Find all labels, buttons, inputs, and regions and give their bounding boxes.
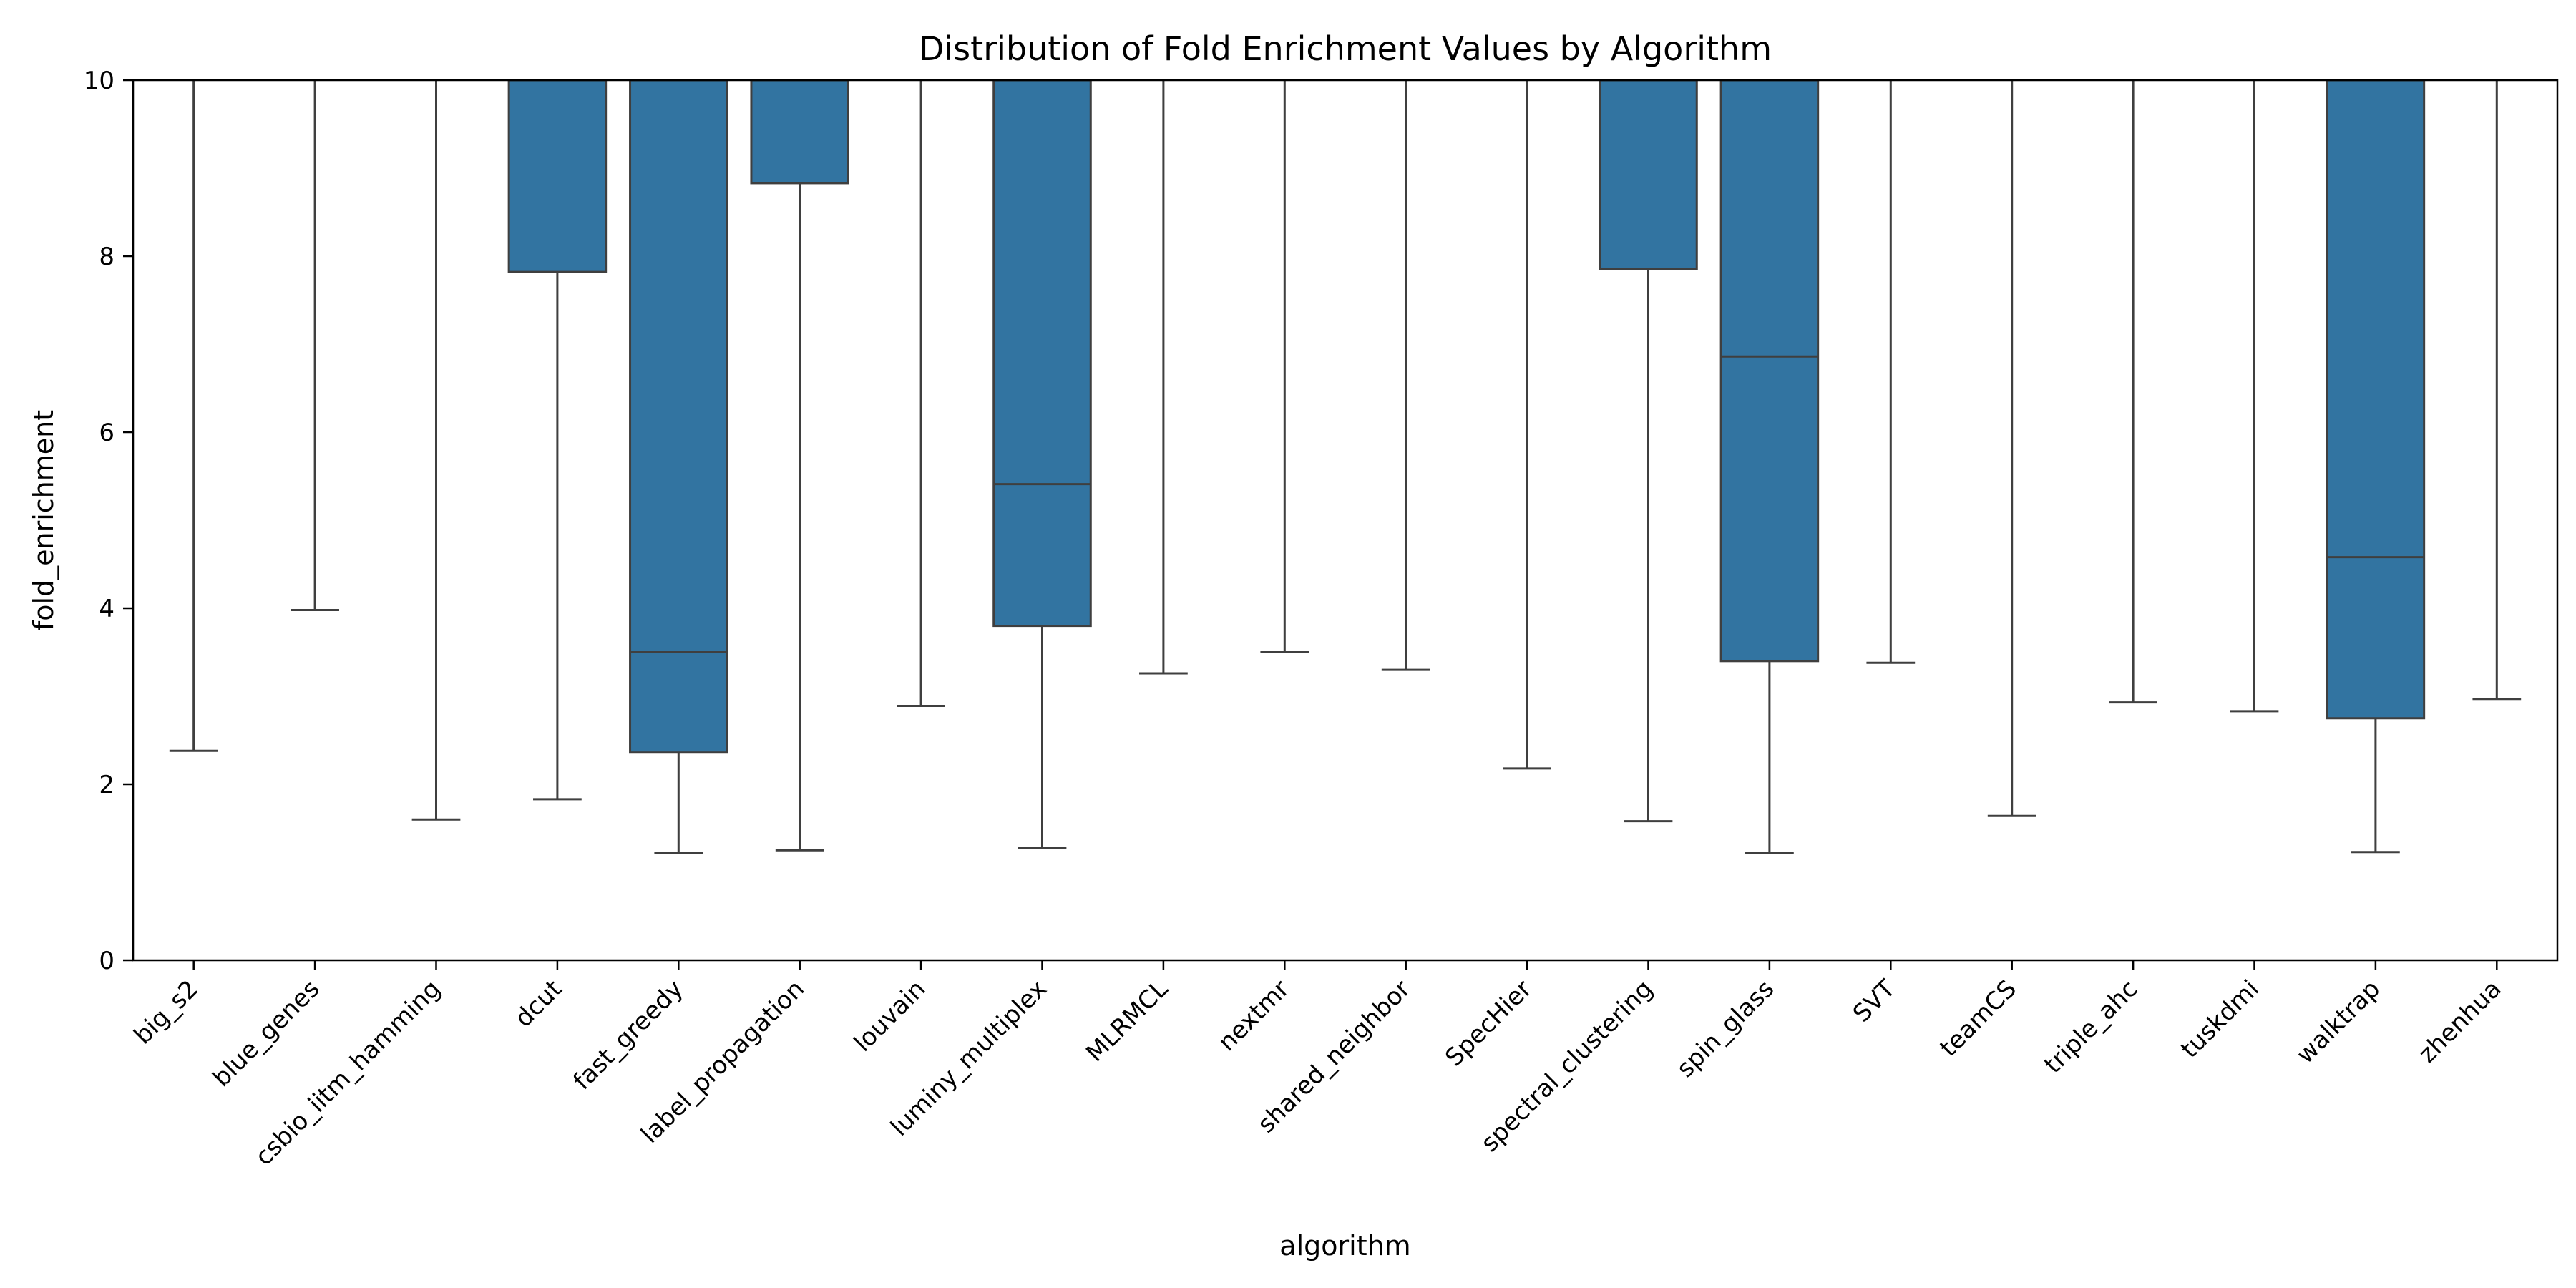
box-louvain [897, 80, 945, 708]
y-tick-label: 4 [99, 595, 114, 623]
y-tick-label: 0 [99, 947, 114, 975]
chart-title: Distribution of Fold Enrichment Values b… [919, 29, 1772, 68]
box-triple_ahc [2109, 80, 2157, 704]
box-iqr [1719, 79, 1820, 663]
x-tick-label: fast_greedy [568, 975, 689, 1096]
x-tick-label: tuskdmi [2175, 975, 2265, 1064]
y-axis: 0 2 4 6 8 10 [84, 67, 133, 975]
box-teamCS [1987, 80, 2036, 817]
x-tick-label: big_s2 [129, 975, 204, 1050]
box-iqr [507, 79, 608, 273]
plot-area [169, 79, 2522, 854]
x-tick-label: louvain [849, 975, 932, 1058]
box-spectral_clustering [1599, 79, 1698, 823]
x-tick-label: walktrap [2291, 975, 2386, 1070]
box-big_s2 [169, 80, 218, 752]
box-MLRMCL [1139, 80, 1188, 675]
y-tick-label: 6 [99, 419, 114, 447]
box-label_propagation [750, 79, 849, 852]
x-axis-title: algorithm [1279, 1230, 1410, 1262]
box-iqr [2326, 79, 2426, 720]
box-iqr [750, 79, 849, 185]
box-spin_glass [1719, 79, 1820, 854]
y-tick-label: 10 [84, 67, 114, 95]
plot-frame [132, 79, 2559, 962]
box-tuskdmi [2230, 80, 2279, 713]
x-tick-label: nextmr [1213, 975, 1295, 1057]
box-zhenhua [2472, 80, 2522, 701]
box-luminy_multiplex [992, 79, 1092, 849]
box-blue_genes [291, 80, 339, 611]
x-tick-label: SVT [1848, 975, 1901, 1028]
x-tick-label: blue_genes [208, 975, 326, 1093]
x-tick-label: spin_glass [1672, 975, 1780, 1083]
x-tick-label: MLRMCL [1080, 975, 1174, 1068]
box-dcut [507, 79, 608, 801]
x-tick-label: dcut [509, 975, 567, 1033]
box-shared_neighbor [1381, 80, 1430, 671]
x-tick-label: zhenhua [2413, 975, 2507, 1068]
y-tick-label: 2 [99, 771, 114, 799]
box-walktrap [2326, 79, 2426, 854]
x-tick-label: teamCS [1934, 975, 2022, 1063]
box-nextmr [1260, 80, 1309, 653]
x-tick-label: triple_ahc [2039, 975, 2143, 1079]
box-iqr [992, 79, 1092, 628]
y-axis-title: fold_enrichment [28, 410, 59, 630]
box-csbio_iitm_hamming [411, 80, 461, 821]
y-tick-label: 8 [99, 243, 114, 271]
box-SVT [1866, 80, 1916, 664]
box-iqr [1599, 79, 1698, 270]
box-SpecHier [1503, 80, 1551, 770]
box-fast_greedy [629, 79, 728, 854]
x-tick-label: SpecHier [1440, 975, 1537, 1072]
